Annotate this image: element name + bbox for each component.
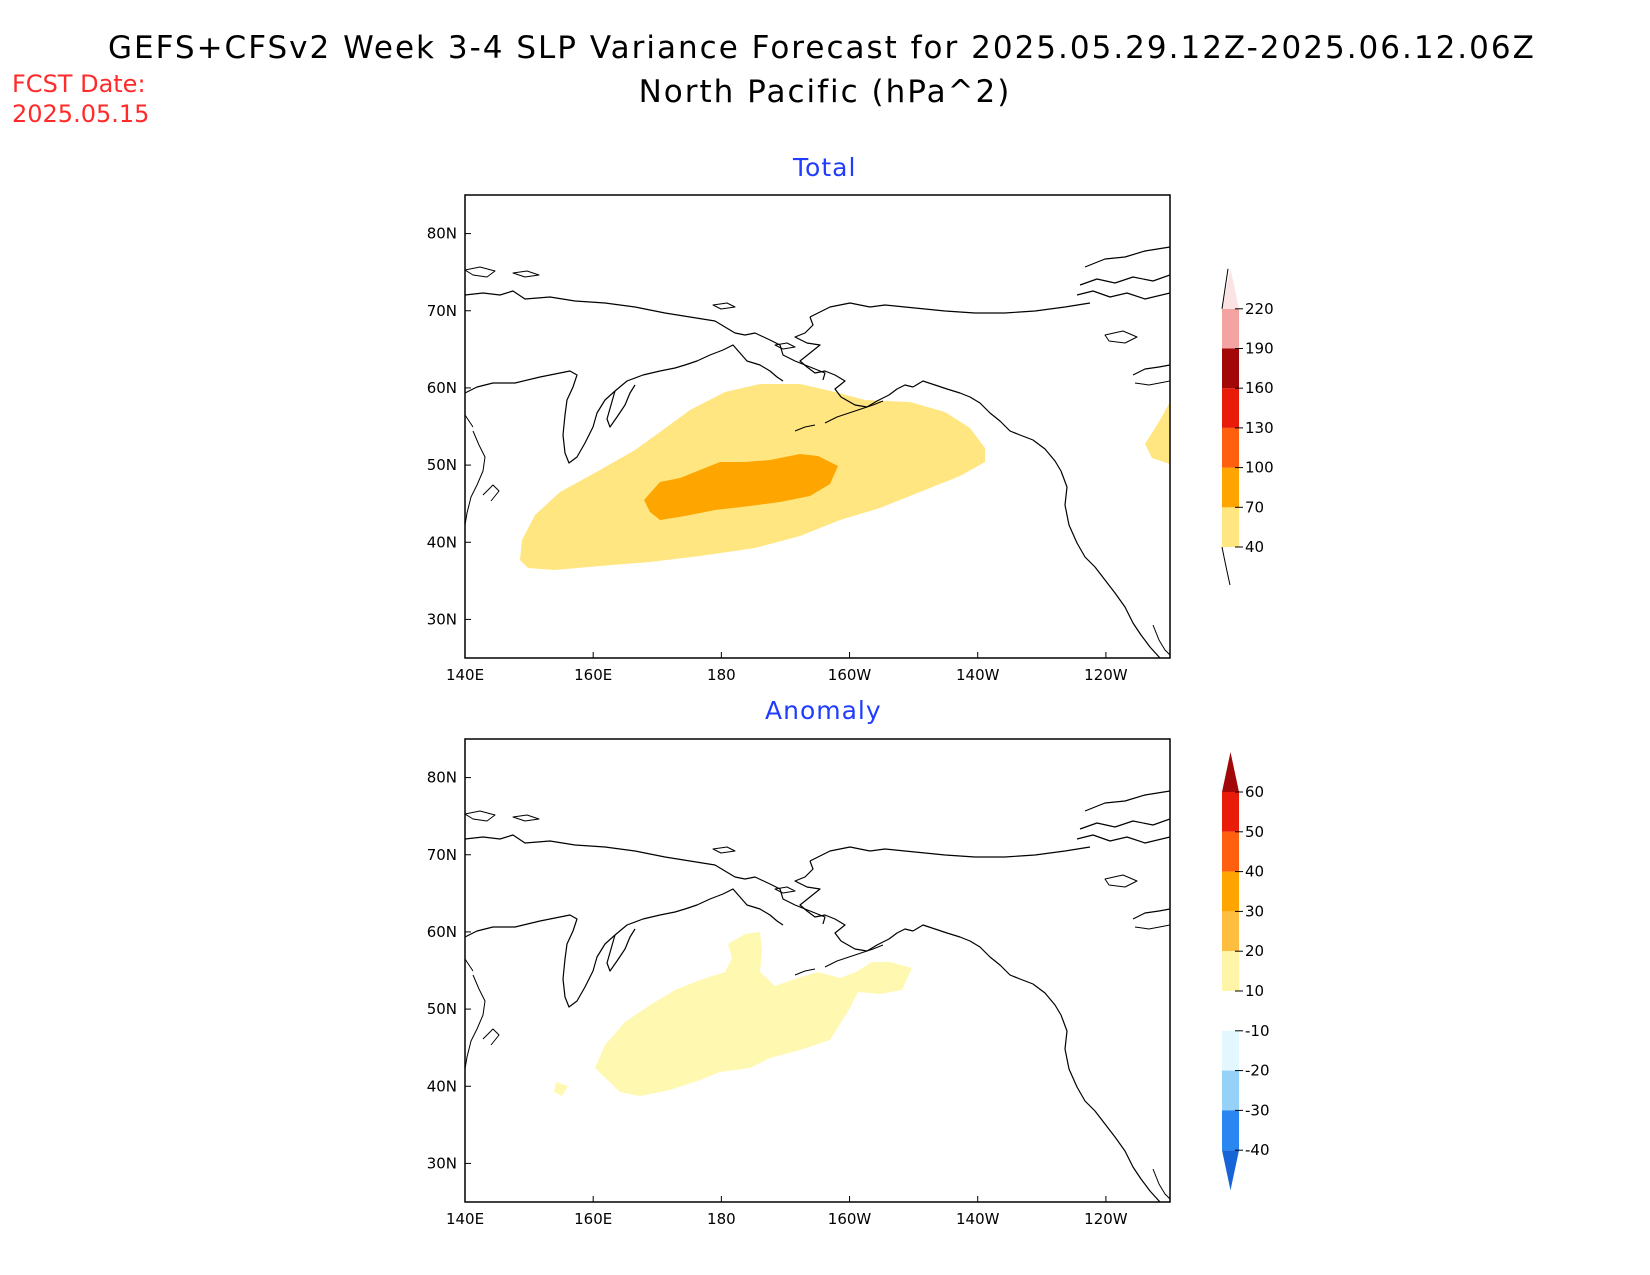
main-title: GEFS+CFSv2 Week 3-4 SLP Variance Forecas… [108, 30, 1536, 66]
lat-label: 30N [427, 1154, 457, 1172]
lon-label: 120W [1084, 1210, 1128, 1228]
lat-label: 50N [427, 456, 457, 474]
anomaly-map-frame [464, 738, 1171, 1203]
colorbar-label: 190 [1245, 340, 1274, 358]
total-colorbar: 40 70 100 130 160 190 220 [1221, 268, 1274, 586]
lon-label: 140W [956, 666, 1000, 684]
colorbar-label: 160 [1245, 379, 1274, 397]
colorbar-label: -30 [1245, 1101, 1270, 1119]
lon-label: 160W [828, 1210, 872, 1228]
lat-label: 30N [427, 610, 457, 628]
subtitle: North Pacific (hPa^2) [638, 74, 1012, 110]
lat-label: 40N [427, 533, 457, 551]
lat-label: 60N [427, 923, 457, 941]
colorbar-swatch [1222, 308, 1239, 349]
colorbar-swatch [1222, 507, 1239, 547]
colorbar-upper-extension [1222, 752, 1239, 792]
anomaly-panel-title: Anomaly [765, 696, 882, 725]
colorbar-swatch [1222, 831, 1239, 872]
lat-label: 80N [427, 769, 457, 787]
colorbar-swatch [1222, 951, 1239, 991]
lon-label: 160E [574, 666, 612, 684]
colorbar-lower-outline [1221, 546, 1231, 586]
colorbar-label: 50 [1245, 823, 1264, 841]
anomaly-lat-labels: 80N 70N 60N 50N 40N 30N [427, 769, 471, 1172]
lat-label: 80N [427, 225, 457, 243]
colorbar-swatch [1222, 348, 1239, 389]
colorbar-upper-extension [1222, 268, 1239, 309]
lat-label: 70N [427, 302, 457, 320]
lon-label: 160W [828, 666, 872, 684]
total-lat-labels: 80N 70N 60N 50N 40N 30N [427, 225, 471, 628]
colorbar-lower-extension [1222, 1150, 1239, 1191]
lon-label: 140E [446, 1210, 484, 1228]
colorbar-label: 40 [1245, 538, 1264, 556]
colorbar-label: -10 [1245, 1022, 1270, 1040]
colorbar-label: 10 [1245, 982, 1264, 1000]
lat-label: 70N [427, 846, 457, 864]
colorbar-label: 220 [1245, 300, 1274, 318]
colorbar-label: 30 [1245, 902, 1264, 920]
fcst-date-value: 2025.05.15 [12, 100, 150, 128]
lon-label: 140W [956, 1210, 1000, 1228]
colorbar-label: 40 [1245, 863, 1264, 881]
lon-label: 140E [446, 666, 484, 684]
colorbar-upper-outline [1221, 268, 1229, 309]
lon-label: 120W [1084, 666, 1128, 684]
fcst-date-label: FCST Date: [12, 70, 146, 98]
lat-label: 50N [427, 1000, 457, 1018]
colorbar-swatch [1222, 991, 1239, 1031]
total-panel-title: Total [793, 153, 857, 182]
colorbar-swatch [1222, 388, 1239, 428]
total-contour-70 [644, 454, 838, 520]
total-contour-40-edge [1145, 402, 1170, 464]
colorbar-swatch [1222, 1070, 1239, 1111]
colorbar-label: 70 [1245, 498, 1264, 516]
total-map: 80N 70N 60N 50N 40N 30N 140E 160E 180 160W 140W 12… [427, 194, 1274, 684]
lon-label: 160E [574, 1210, 612, 1228]
colorbar-label: 100 [1245, 459, 1274, 477]
colorbar-label: 130 [1245, 419, 1274, 437]
colorbar-label: 60 [1245, 783, 1264, 801]
total-map-frame [464, 194, 1171, 659]
anomaly-colorbar: 60 50 40 30 20 10 -10 -20 -30 -40 [1222, 752, 1270, 1191]
colorbar-swatch [1222, 1030, 1239, 1071]
colorbar-swatch [1222, 792, 1239, 832]
anomaly-map: 80N 70N 60N 50N 40N 30N 140E 160E 180 160W 140W 12… [427, 738, 1270, 1228]
colorbar-label: -40 [1245, 1141, 1270, 1159]
lon-label: 180 [707, 1210, 736, 1228]
colorbar-label: -20 [1245, 1062, 1270, 1080]
colorbar-swatch [1222, 1110, 1239, 1151]
total-lon-labels: 140E 160E 180 160W 140W 120W [446, 652, 1128, 684]
colorbar-swatch [1222, 427, 1239, 468]
anomaly-map-frame-bg [465, 739, 1170, 1202]
colorbar-swatch [1222, 871, 1239, 912]
anomaly-contour-10 [595, 932, 912, 1096]
colorbar-swatch [1222, 467, 1239, 508]
colorbar-swatch [1222, 911, 1239, 952]
colorbar-label: 20 [1245, 942, 1264, 960]
anomaly-contour-10-small [554, 1082, 568, 1096]
anomaly-lon-labels: 140E 160E 180 160W 140W 120W [446, 1196, 1128, 1228]
lat-label: 60N [427, 379, 457, 397]
lon-label: 180 [707, 666, 736, 684]
lat-label: 40N [427, 1077, 457, 1095]
colorbar-lower-extension [1222, 547, 1239, 585]
